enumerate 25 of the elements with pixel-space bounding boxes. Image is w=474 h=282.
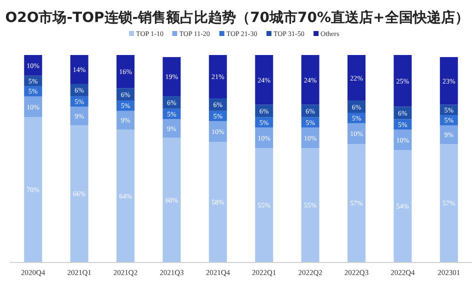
bar: [394, 55, 412, 107]
bar: [70, 106, 88, 126]
bar: [348, 144, 366, 262]
bar: [301, 148, 320, 262]
bar: [162, 138, 181, 262]
bar: [208, 142, 227, 262]
bar: [162, 119, 181, 138]
bar: [162, 57, 181, 96]
bar: [116, 110, 134, 130]
bar: [440, 57, 458, 105]
bar: [208, 55, 227, 98]
bar: [116, 55, 134, 88]
bar: [70, 125, 88, 262]
bar: [440, 125, 458, 144]
bar: [440, 144, 458, 262]
bar: [70, 55, 88, 84]
bar: [348, 55, 366, 101]
bar: [24, 117, 42, 262]
bar: [255, 55, 274, 105]
chart-title: O2O市场-TOP连锁-销售额占比趋势（70城市70%直送店+全国快递店）: [5, 9, 469, 26]
bar: [116, 130, 134, 262]
bar: [255, 148, 274, 262]
bar: [301, 55, 320, 105]
bar: [208, 121, 227, 142]
bar: [394, 150, 412, 262]
